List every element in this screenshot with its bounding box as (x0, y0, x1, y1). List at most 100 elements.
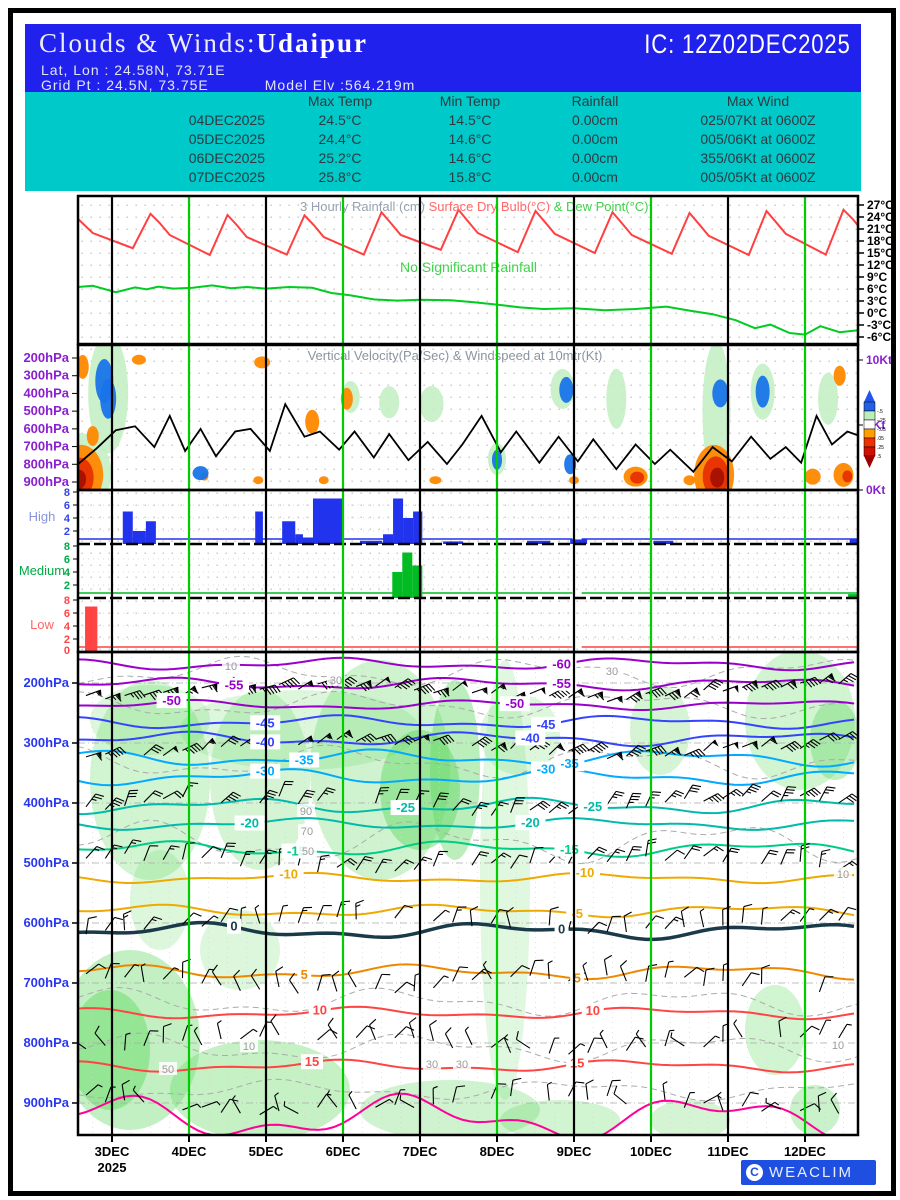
svg-text:-25: -25 (583, 799, 602, 814)
svg-text:Medium: Medium (19, 563, 65, 578)
svg-text:.5: .5 (877, 454, 881, 460)
table-cell: 24.5°C (318, 112, 362, 128)
svg-text:4: 4 (64, 513, 71, 525)
table-row: 07DEC2025 25.8°C 15.8°C 0.00cm 005/05Kt at 0… (25, 168, 861, 187)
svg-text:-6°C: -6°C (867, 330, 891, 344)
init-condition-label: IC: 12Z02DEC2025 (644, 29, 851, 59)
svg-text:-55: -55 (552, 676, 571, 691)
svg-text:600hPa: 600hPa (23, 421, 69, 436)
svg-text:8: 8 (64, 541, 70, 553)
table-header-cell: Rainfall (571, 93, 619, 109)
svg-text:5: 5 (301, 967, 308, 982)
lat-lon-label: Lat, Lon : 24.58N, 73.71E (41, 62, 226, 78)
table-cell: 0.00cm (572, 112, 618, 128)
table-header-cell: Max Temp (307, 93, 373, 109)
svg-text:-10: -10 (279, 866, 298, 881)
svg-text:-.5: -.5 (877, 409, 883, 415)
svg-text:11DEC: 11DEC (707, 1144, 749, 1159)
svg-text:0Kt: 0Kt (866, 483, 885, 497)
svg-text:12DEC: 12DEC (784, 1144, 827, 1159)
temp-rain-panel: 3 Hourly Rainfall (cm) Surface Dry Bulb(… (77, 198, 894, 344)
svg-text:-5: -5 (571, 906, 583, 921)
logo-text: WEACLIM (769, 1164, 854, 1181)
upper-air-axis: 200hPa 300hPa 400hPa 500hPa 600hPa 700hPa 800h… (23, 675, 78, 1110)
svg-text:-.05: -.05 (877, 427, 886, 433)
svg-text:70: 70 (301, 826, 313, 838)
table-cell: 0.00cm (572, 150, 618, 166)
day-gridlines (110, 196, 807, 1135)
svg-text:9DEC: 9DEC (557, 1144, 592, 1159)
svg-text:6: 6 (64, 554, 70, 566)
copyright-icon: C (746, 1164, 763, 1181)
svg-text:18°C: 18°C (867, 234, 894, 248)
page-title: Clouds & Winds:Udaipur (39, 28, 368, 58)
svg-text:6: 6 (64, 500, 70, 512)
svg-text:-20: -20 (521, 815, 540, 830)
table-row: 04DEC2025 24.5°C 14.5°C 0.00cm 025/07Kt at 0… (25, 111, 861, 130)
svg-text:.05: .05 (877, 436, 884, 442)
svg-text:.25: .25 (877, 445, 884, 451)
vv-colorbar: -.5 -.25 -.05 .05 .25 .5 (863, 390, 886, 468)
svg-text:300hPa: 300hPa (23, 368, 69, 383)
svg-text:300hPa: 300hPa (23, 735, 69, 750)
table-cell: 04DEC2025 (188, 112, 265, 128)
svg-text:8DEC: 8DEC (480, 1144, 515, 1159)
table-cell: 005/05Kt at 0600Z (700, 169, 816, 185)
svg-text:500hPa: 500hPa (23, 403, 69, 418)
svg-text:500hPa: 500hPa (23, 855, 69, 870)
svg-text:30: 30 (426, 1059, 438, 1071)
svg-text:2: 2 (64, 580, 70, 592)
svg-text:800hPa: 800hPa (23, 1035, 69, 1050)
svg-text:7DEC: 7DEC (403, 1144, 438, 1159)
svg-text:24°C: 24°C (867, 210, 894, 224)
table-cell: 25.2°C (318, 150, 362, 166)
svg-text:21°C: 21°C (867, 222, 894, 236)
table-header-cell (25, 92, 275, 111)
svg-text:2: 2 (64, 526, 70, 538)
svg-text:5: 5 (574, 971, 581, 986)
svg-text:10: 10 (586, 1003, 600, 1018)
table-header-cell: Max Wind (726, 93, 790, 109)
table-cell: 0.00cm (572, 131, 618, 147)
svg-text:200hPa: 200hPa (23, 350, 69, 365)
svg-text:0°C: 0°C (867, 306, 887, 320)
svg-text:10Kt: 10Kt (866, 353, 892, 367)
svg-text:8: 8 (64, 487, 70, 499)
svg-text:High: High (29, 509, 56, 524)
svg-text:15: 15 (305, 1054, 319, 1069)
svg-text:-.25: -.25 (877, 418, 886, 424)
table-cell: 355/06Kt at 0600Z (700, 150, 816, 166)
svg-text:-60: -60 (552, 657, 571, 672)
svg-text:-35: -35 (295, 752, 314, 767)
svg-text:-25: -25 (396, 800, 415, 815)
table-cell: 24.4°C (318, 131, 362, 147)
svg-text:400hPa: 400hPa (23, 795, 69, 810)
svg-text:10: 10 (832, 1040, 844, 1052)
svg-text:-30: -30 (537, 762, 556, 777)
svg-text:900hPa: 900hPa (23, 1095, 69, 1110)
svg-text:2025: 2025 (98, 1160, 127, 1175)
svg-text:4DEC: 4DEC (172, 1144, 207, 1159)
svg-text:600hPa: 600hPa (23, 915, 69, 930)
svg-text:12°C: 12°C (867, 258, 894, 272)
table-cell: 005/06Kt at 0600Z (700, 131, 816, 147)
svg-text:-45: -45 (537, 717, 556, 732)
table-cell: 15.8°C (448, 169, 492, 185)
table-header-row: Max Temp Min Temp Rainfall Max Wind (25, 92, 861, 111)
svg-text:No Significant Rainfall: No Significant Rainfall (400, 259, 537, 275)
svg-text:0: 0 (230, 919, 237, 934)
x-axis: 3DEC 4DEC 5DEC 6DEC 7DEC 8DEC 9DEC 10DEC 11DEC 12… (95, 1135, 827, 1175)
svg-text:30: 30 (456, 1059, 468, 1071)
svg-text:-10: -10 (576, 865, 595, 880)
svg-text:700hPa: 700hPa (23, 975, 69, 990)
svg-text:90: 90 (300, 806, 312, 818)
table-cell: 05DEC2025 (188, 131, 265, 147)
svg-text:30: 30 (606, 666, 618, 678)
svg-text:3DEC: 3DEC (95, 1144, 130, 1159)
station-name: Udaipur (256, 28, 368, 58)
table-row: 06DEC2025 25.2°C 14.6°C 0.00cm 355/06Kt at 0… (25, 149, 861, 168)
